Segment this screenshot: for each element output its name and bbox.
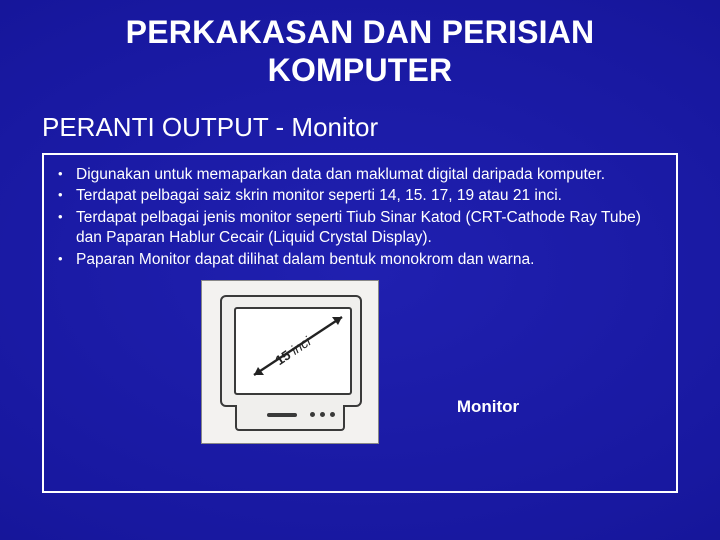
figure-row: 15 inci Monitor <box>58 280 662 444</box>
monitor-screen: 15 inci <box>234 307 352 395</box>
figure-caption: Monitor <box>457 397 519 417</box>
slide: PERKAKASAN DAN PERISIAN KOMPUTER PERANTI… <box>0 0 720 540</box>
slide-subtitle: PERANTI OUTPUT - Monitor <box>42 112 678 143</box>
monitor-slot <box>267 413 297 417</box>
bullet-list: • Digunakan untuk memaparkan data dan ma… <box>58 165 662 270</box>
list-item: • Terdapat pelbagai saiz skrin monitor s… <box>58 186 662 206</box>
monitor-frame: 15 inci <box>220 295 362 407</box>
bullet-text: Terdapat pelbagai jenis monitor seperti … <box>76 208 662 248</box>
content-box: • Digunakan untuk memaparkan data dan ma… <box>42 153 678 493</box>
monitor-button-icon <box>320 412 325 417</box>
bullet-text: Terdapat pelbagai saiz skrin monitor sep… <box>76 186 662 206</box>
list-item: • Paparan Monitor dapat dilihat dalam be… <box>58 250 662 270</box>
monitor-button-icon <box>330 412 335 417</box>
monitor-illustration: 15 inci <box>201 280 379 444</box>
bullet-icon: • <box>58 165 76 184</box>
bullet-text: Digunakan untuk memaparkan data dan makl… <box>76 165 662 185</box>
bullet-icon: • <box>58 208 76 227</box>
slide-title: PERKAKASAN DAN PERISIAN KOMPUTER <box>42 14 678 90</box>
bullet-icon: • <box>58 186 76 205</box>
list-item: • Digunakan untuk memaparkan data dan ma… <box>58 165 662 185</box>
list-item: • Terdapat pelbagai jenis monitor sepert… <box>58 208 662 248</box>
monitor-button-icon <box>310 412 315 417</box>
bullet-text: Paparan Monitor dapat dilihat dalam bent… <box>76 250 662 270</box>
monitor-stand <box>235 405 345 431</box>
bullet-icon: • <box>58 250 76 269</box>
